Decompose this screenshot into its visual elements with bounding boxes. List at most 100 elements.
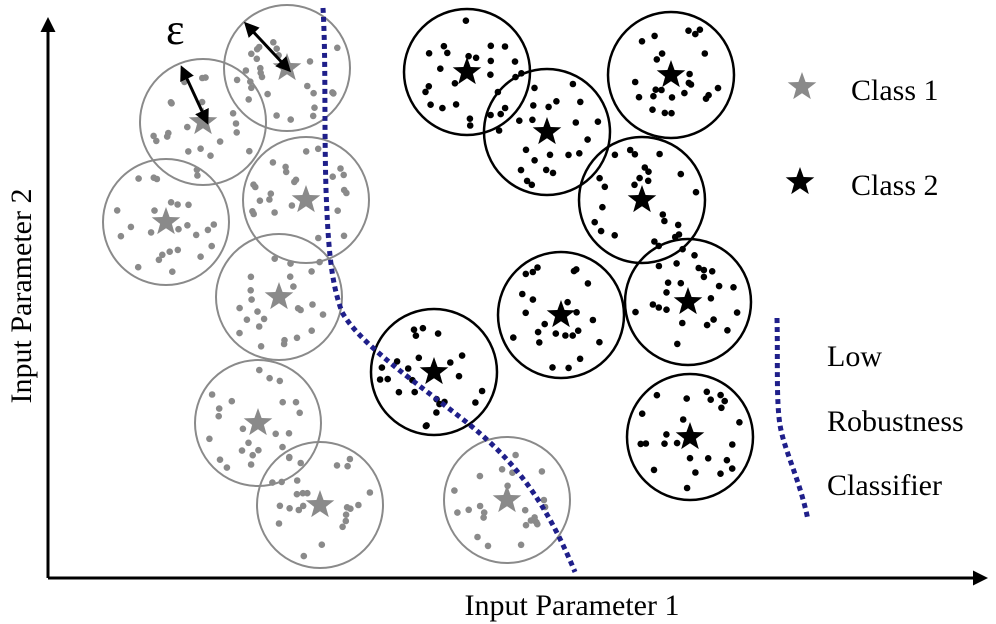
sample-point [632, 308, 639, 316]
sample-point [273, 45, 281, 52]
sample-point [233, 76, 241, 84]
sample-point [530, 102, 537, 109]
sample-point [631, 181, 638, 189]
class1-cluster [102, 158, 230, 286]
sample-point [295, 506, 303, 514]
sample-point [529, 296, 537, 303]
sample-point [691, 252, 698, 259]
sample-point [724, 327, 731, 334]
sample-point [521, 506, 529, 514]
sample-point [159, 251, 166, 259]
sample-point [498, 466, 506, 473]
sample-point [517, 166, 525, 174]
sample-point [522, 146, 530, 154]
epsilon-ball [256, 441, 384, 569]
sample-point [674, 221, 682, 229]
class1-cluster [215, 233, 343, 361]
sample-point [638, 38, 646, 45]
epsilon-ball [194, 359, 322, 487]
sample-point [472, 399, 479, 406]
sample-point [340, 186, 348, 194]
sample-point [611, 232, 618, 239]
sample-point [216, 456, 224, 464]
sample-point [534, 328, 542, 336]
sample-point [650, 92, 657, 100]
sample-point [517, 541, 525, 549]
sample-point [487, 111, 494, 119]
legend-class1-label: Class 1 [851, 74, 939, 107]
sample-point [255, 323, 263, 330]
sample-point [465, 52, 472, 60]
sample-point [661, 109, 669, 117]
sample-point [378, 364, 386, 371]
sample-point [293, 477, 301, 484]
star-icon [452, 57, 482, 85]
sample-point [663, 289, 670, 296]
sample-point [538, 468, 546, 475]
epsilon-ball [577, 135, 707, 265]
sample-point [584, 136, 591, 143]
sample-point [522, 270, 530, 278]
sample-point [208, 242, 215, 250]
sample-point [692, 188, 700, 196]
sample-point [216, 138, 224, 145]
sample-point [661, 440, 668, 448]
sample-point [246, 147, 253, 155]
sample-point [522, 309, 529, 317]
sample-point [655, 304, 663, 311]
star-icon [785, 167, 815, 195]
sample-point [591, 218, 598, 226]
sample-point [267, 190, 275, 197]
sample-point [664, 279, 672, 287]
sample-point [260, 315, 268, 323]
sample-point [501, 104, 509, 112]
sample-point [314, 145, 322, 153]
sample-point [434, 330, 442, 337]
sample-point [497, 110, 505, 118]
sample-point [433, 409, 440, 416]
sample-point [306, 58, 314, 65]
sample-point [652, 86, 659, 93]
sample-point [233, 129, 240, 136]
sample-point [134, 263, 142, 271]
sample-point [631, 78, 639, 86]
sample-point [282, 168, 290, 176]
sample-point [427, 101, 434, 108]
sample-point [150, 132, 157, 140]
sample-point [437, 65, 444, 72]
clusters-layer [102, 4, 755, 569]
sample-point [282, 163, 289, 171]
sample-point [308, 268, 315, 275]
legend-boundary-line3: Classifier [827, 469, 942, 502]
sample-point [393, 358, 401, 365]
sample-point [653, 56, 661, 63]
sample-point [681, 89, 688, 97]
sample-point [692, 469, 699, 476]
sample-point [197, 145, 204, 152]
sample-point [415, 354, 423, 362]
legend: Class 1 Class 2 Low Robustness Classifie… [774, 72, 964, 521]
low-robustness-boundary [320, 7, 578, 573]
class2-cluster [496, 250, 626, 380]
star-icon [787, 72, 817, 100]
sample-point [272, 430, 280, 438]
sample-point [531, 84, 538, 92]
sample-point [167, 199, 175, 206]
sample-point [296, 409, 304, 417]
sample-point [458, 352, 466, 359]
sample-point [549, 364, 556, 371]
sample-point [175, 225, 182, 233]
sample-point [715, 282, 723, 290]
sample-point [700, 266, 708, 274]
sample-point [641, 164, 649, 171]
sample-point [117, 232, 125, 240]
sample-point [661, 217, 668, 225]
sample-point [573, 309, 580, 316]
sample-point [576, 355, 584, 363]
sample-point [671, 233, 679, 241]
sample-point [655, 262, 663, 270]
sample-point [329, 173, 337, 180]
sample-point [340, 232, 348, 240]
sample-point [436, 400, 443, 408]
